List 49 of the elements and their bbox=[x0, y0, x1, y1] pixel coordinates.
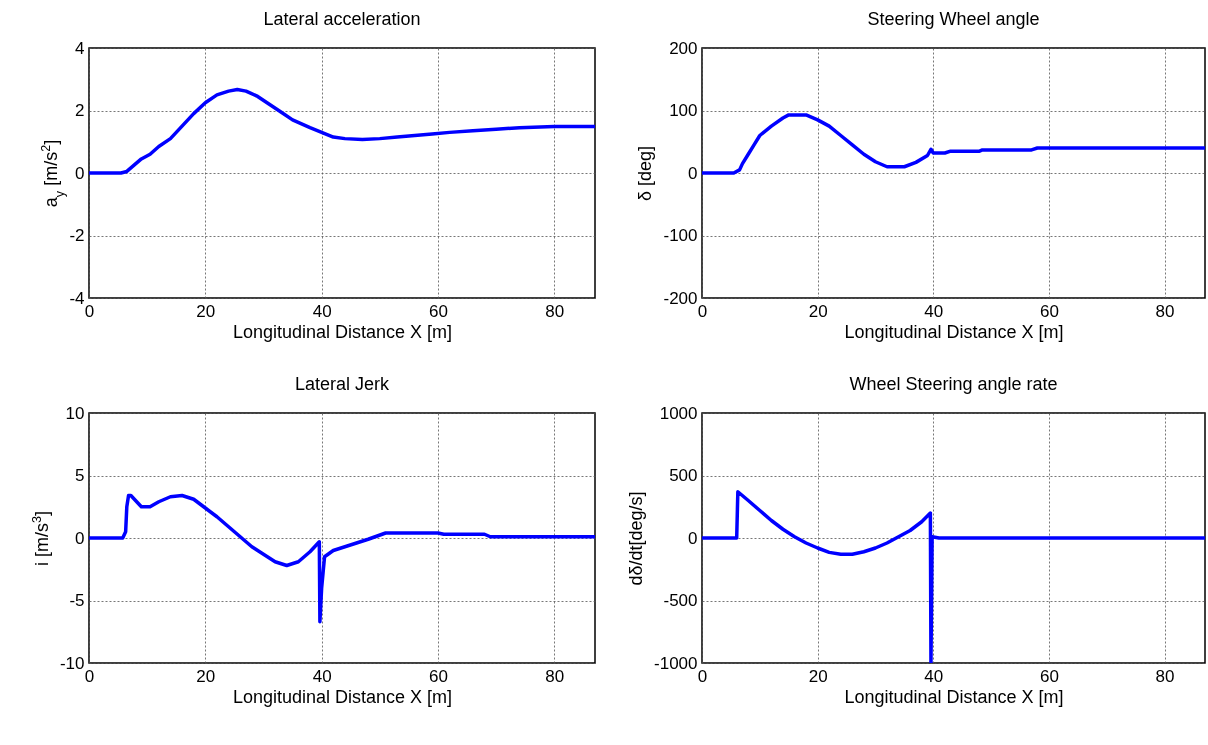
x-tick-label: 40 bbox=[924, 666, 944, 686]
line-series bbox=[702, 113, 1205, 175]
x-tick-label: 60 bbox=[1039, 301, 1059, 321]
y-tick-label: -500 bbox=[663, 591, 698, 610]
x-tick-label: 20 bbox=[196, 301, 216, 321]
x-tick-label: 80 bbox=[1155, 301, 1175, 321]
x-tick-label: 80 bbox=[545, 666, 565, 686]
x-axis-title: Longitudinal Distance X [m] bbox=[232, 686, 453, 707]
x-tick-label: 40 bbox=[312, 666, 332, 686]
y-tick-label: 100 bbox=[669, 101, 698, 120]
x-tick-label: 20 bbox=[808, 301, 828, 321]
y-tick-label: 500 bbox=[669, 466, 698, 485]
y-tick-label: -4 bbox=[69, 288, 85, 308]
chart-title: Lateral Jerk bbox=[294, 374, 391, 394]
x-tick-label: 20 bbox=[808, 666, 828, 686]
x-tick-label: 20 bbox=[196, 666, 216, 686]
y-tick-label: -100 bbox=[663, 226, 698, 245]
y-tick-label: 2 bbox=[75, 101, 85, 120]
x-axis-title: Longitudinal Distance X [m] bbox=[844, 321, 1064, 342]
y-tick-label: -1000 bbox=[654, 653, 698, 673]
x-tick-label: 60 bbox=[429, 301, 448, 321]
y-tick-label: 0 bbox=[688, 528, 698, 548]
y-tick-label: 1000 bbox=[659, 403, 698, 423]
x-tick-label: 60 bbox=[1039, 666, 1059, 686]
chart-title: Steering Wheel angle bbox=[867, 9, 1040, 29]
y-tick-label: -2 bbox=[69, 226, 85, 245]
y-axis-title: δ [deg] bbox=[635, 145, 656, 202]
chart-title: Lateral acceleration bbox=[263, 9, 421, 29]
y-axis-title: dδ/dt[deg/s] bbox=[626, 491, 647, 586]
y-tick-label: -200 bbox=[663, 288, 698, 308]
chart-title: Wheel Steering angle rate bbox=[849, 374, 1058, 394]
line-series bbox=[89, 493, 595, 624]
y-tick-label: 0 bbox=[75, 528, 85, 548]
x-axis-title: Longitudinal Distance X [m] bbox=[232, 321, 453, 342]
y-tick-label: 0 bbox=[688, 163, 698, 183]
y-tick-label: -10 bbox=[59, 653, 85, 673]
x-tick-label: 60 bbox=[429, 666, 448, 686]
x-tick-label: 80 bbox=[545, 301, 565, 321]
x-axis-title: Longitudinal Distance X [m] bbox=[844, 686, 1064, 707]
y-tick-label: 10 bbox=[65, 403, 85, 423]
y-tick-label: 4 bbox=[75, 38, 85, 58]
x-tick-label: 40 bbox=[924, 301, 944, 321]
y-tick-label: 200 bbox=[669, 38, 698, 58]
y-tick-label: -5 bbox=[69, 591, 85, 610]
x-tick-label: 80 bbox=[1155, 666, 1175, 686]
y-tick-label: 0 bbox=[75, 163, 85, 183]
x-tick-label: 40 bbox=[312, 301, 332, 321]
line-series bbox=[89, 87, 595, 175]
y-tick-label: 5 bbox=[75, 466, 85, 485]
